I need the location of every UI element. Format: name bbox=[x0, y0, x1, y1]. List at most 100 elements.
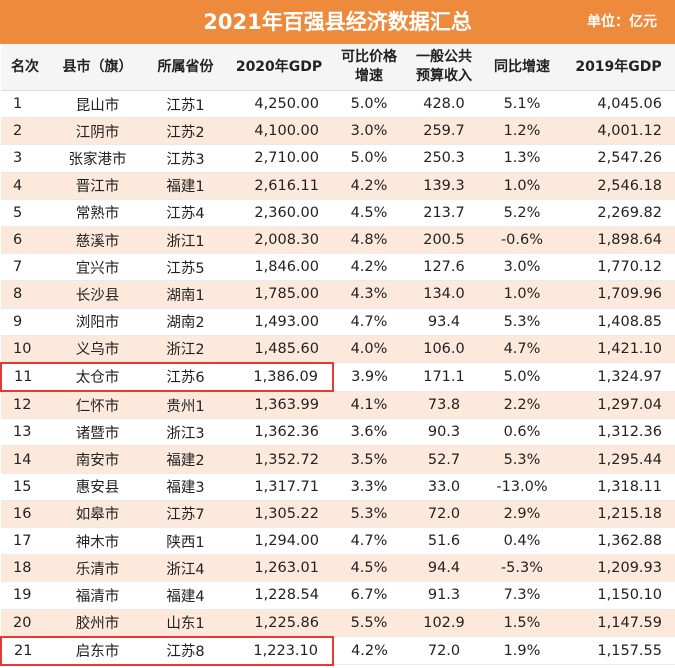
table-body: 1 昆山市 江苏1 4,250.00 5.0% 428.0 5.1% 4,045.06 2 江阴市… bbox=[0, 90, 675, 666]
gdp-2019-cell: 1,362.88 bbox=[561, 527, 675, 556]
table-row: 4 晋江市 福建1 2,616.11 4.2% 139.3 1.0% 2,546.18 bbox=[1, 172, 675, 200]
rank-cell: 19 bbox=[1, 581, 49, 610]
table-row: 18 乐清市 浙江4 1,263.01 4.5% 94.4 -5.3% 1,209.93 bbox=[1, 554, 675, 583]
rank-cell: 3 bbox=[1, 144, 49, 173]
gdp-2019-cell: 1,709.96 bbox=[561, 280, 675, 309]
province-cell: 江苏5 bbox=[146, 253, 225, 282]
growth-cell: 5.3% bbox=[333, 500, 405, 529]
revenue-cell: 200.5 bbox=[405, 226, 483, 255]
province-cell: 福建3 bbox=[146, 473, 225, 501]
gdp-2020-cell: 1,785.00 bbox=[225, 280, 333, 309]
gdp-2019-cell: 1,297.04 bbox=[561, 391, 675, 420]
yoy-cell: 1.5% bbox=[483, 609, 561, 638]
yoy-cell: 2.2% bbox=[483, 391, 561, 420]
table-row: 16 如皋市 江苏7 1,305.22 5.3% 72.0 2.9% 1,215.18 bbox=[1, 500, 675, 529]
growth-cell: 4.2% bbox=[333, 253, 405, 282]
revenue-cell: 428.0 bbox=[405, 90, 483, 119]
city-cell: 仁怀市 bbox=[49, 391, 146, 420]
gdp-2020-cell: 1,305.22 bbox=[225, 500, 333, 529]
header-label: 所属省份 bbox=[157, 58, 214, 75]
yoy-cell: 5.3% bbox=[483, 308, 561, 336]
yoy-cell: 5.3% bbox=[483, 445, 561, 474]
gdp-2020-cell: 1,317.71 bbox=[225, 473, 333, 501]
header-label: 名次 bbox=[11, 58, 39, 75]
growth-cell: 3.5% bbox=[333, 445, 405, 474]
gdp-2019-cell: 1,408.85 bbox=[561, 308, 675, 336]
revenue-cell: 102.9 bbox=[405, 609, 483, 638]
gdp-2019-cell: 1,147.59 bbox=[561, 609, 675, 638]
growth-cell: 3.0% bbox=[333, 117, 405, 146]
rank-cell: 8 bbox=[1, 280, 49, 309]
province-cell: 江苏2 bbox=[146, 117, 225, 146]
revenue-cell: 93.4 bbox=[405, 308, 483, 336]
revenue-cell: 134.0 bbox=[405, 280, 483, 309]
rank-cell: 6 bbox=[1, 226, 49, 255]
revenue-cell: 33.0 bbox=[405, 473, 483, 501]
growth-cell: 4.7% bbox=[333, 308, 405, 336]
city-cell: 胶州市 bbox=[49, 609, 146, 638]
yoy-cell: 1.2% bbox=[483, 117, 561, 146]
growth-cell: 3.6% bbox=[333, 418, 405, 447]
growth-cell: 4.8% bbox=[333, 226, 405, 255]
province-cell: 江苏7 bbox=[146, 500, 225, 529]
rank-cell: 16 bbox=[1, 500, 49, 529]
gdp-table: 名次 县市（旗） 所属省份 2020年GDP 可比价格 增速 一般公共 预算收入 同比增速 201… bbox=[0, 44, 675, 666]
rank-cell: 10 bbox=[1, 335, 49, 364]
gdp-2020-cell: 2,710.00 bbox=[225, 144, 333, 173]
growth-cell: 3.9% bbox=[333, 362, 405, 392]
city-cell: 如皋市 bbox=[49, 500, 146, 529]
revenue-cell: 72.0 bbox=[405, 500, 483, 529]
rank-cell: 5 bbox=[1, 199, 49, 227]
revenue-cell: 51.6 bbox=[405, 527, 483, 556]
city-cell: 宜兴市 bbox=[49, 253, 146, 282]
revenue-cell: 90.3 bbox=[405, 418, 483, 447]
table-row: 13 诸暨市 浙江3 1,362.36 3.6% 90.3 0.6% 1,312.36 bbox=[1, 418, 675, 447]
gdp-2020-cell: 1,352.72 bbox=[225, 445, 333, 474]
revenue-cell: 213.7 bbox=[405, 199, 483, 227]
revenue-cell: 52.7 bbox=[405, 445, 483, 474]
gdp-2020-cell: 2,616.11 bbox=[225, 172, 333, 200]
col-gdp-2019-header: 2019年GDP bbox=[561, 44, 675, 91]
gdp-2019-cell: 1,312.36 bbox=[561, 418, 675, 447]
table-row: 6 慈溪市 浙江1 2,008.30 4.8% 200.5 -0.6% 1,898.64 bbox=[1, 226, 675, 255]
gdp-2020-cell: 1,223.10 bbox=[225, 635, 334, 666]
growth-cell: 5.0% bbox=[333, 90, 405, 119]
table-row: 20 胶州市 山东1 1,225.86 5.5% 102.9 1.5% 1,147.59 bbox=[1, 609, 675, 638]
header-label: 县市（旗） bbox=[62, 58, 133, 75]
province-cell: 福建2 bbox=[146, 445, 225, 474]
province-cell: 贵州1 bbox=[146, 391, 225, 420]
header-label: 可比价格 bbox=[341, 49, 397, 65]
province-cell: 江苏6 bbox=[146, 361, 225, 393]
yoy-cell: 5.0% bbox=[483, 362, 561, 392]
rank-cell: 15 bbox=[1, 473, 49, 501]
gdp-2020-cell: 1,846.00 bbox=[225, 253, 333, 282]
col-city-header: 县市（旗） bbox=[49, 44, 146, 91]
yoy-cell: -5.3% bbox=[483, 554, 561, 583]
rank-cell: 1 bbox=[1, 90, 49, 119]
yoy-cell: 1.9% bbox=[483, 636, 561, 666]
table-row: 2 江阴市 江苏2 4,100.00 3.0% 259.7 1.2% 4,001.12 bbox=[1, 117, 675, 146]
revenue-cell: 106.0 bbox=[405, 335, 483, 364]
table-row: 1 昆山市 江苏1 4,250.00 5.0% 428.0 5.1% 4,045.06 bbox=[1, 90, 675, 119]
table-row: 14 南安市 福建2 1,352.72 3.5% 52.7 5.3% 1,295.44 bbox=[1, 445, 675, 474]
table-row: 15 惠安县 福建3 1,317.71 3.3% 33.0 -13.0% 1,318.11 bbox=[1, 473, 675, 501]
page-title: 2021年百强县经济数据汇总 bbox=[203, 10, 472, 34]
yoy-cell: 2.9% bbox=[483, 500, 561, 529]
revenue-cell: 73.8 bbox=[405, 391, 483, 420]
header-label-line2: 预算收入 bbox=[416, 68, 472, 84]
gdp-2020-cell: 1,362.36 bbox=[225, 418, 333, 447]
yoy-cell: -0.6% bbox=[483, 226, 561, 255]
province-cell: 福建4 bbox=[146, 581, 225, 610]
yoy-cell: 3.0% bbox=[483, 253, 561, 282]
province-cell: 浙江2 bbox=[146, 335, 225, 364]
table-row: 8 长沙县 湖南1 1,785.00 4.3% 134.0 1.0% 1,709.96 bbox=[1, 280, 675, 309]
gdp-2020-cell: 2,008.30 bbox=[225, 226, 333, 255]
province-cell: 浙江4 bbox=[146, 554, 225, 583]
growth-cell: 5.5% bbox=[333, 609, 405, 638]
city-cell: 义乌市 bbox=[49, 335, 146, 364]
table-row: 7 宜兴市 江苏5 1,846.00 4.2% 127.6 3.0% 1,770.12 bbox=[1, 253, 675, 282]
city-cell: 乐清市 bbox=[49, 554, 146, 583]
rank-cell: 11 bbox=[0, 361, 49, 393]
province-cell: 山东1 bbox=[146, 609, 225, 638]
province-cell: 江苏4 bbox=[146, 199, 225, 227]
